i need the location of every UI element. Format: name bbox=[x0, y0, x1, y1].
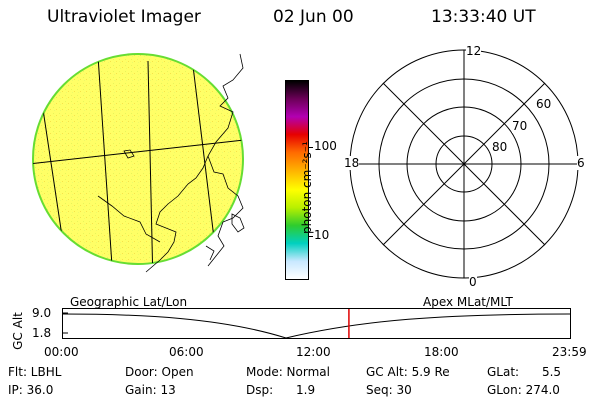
mlt-label-6: 6 bbox=[577, 156, 585, 170]
colorbar-tick-100 bbox=[308, 147, 313, 148]
door-info: Door: Open bbox=[125, 365, 194, 379]
timeline-xtick-3: 18:00 bbox=[424, 345, 459, 359]
colorbar bbox=[285, 80, 309, 280]
timeline-xtick-4: 23:59 bbox=[552, 345, 587, 359]
polar-mlat-mlt-plot bbox=[349, 49, 579, 279]
dsp-info: Dsp: 1.9 bbox=[246, 383, 316, 397]
uv-earth-image bbox=[32, 53, 245, 273]
mlt-label-0: 0 bbox=[469, 275, 477, 289]
colorbar-tick-label-100: 100 bbox=[314, 139, 337, 153]
timeline-ytick-high: 9.0 bbox=[32, 306, 52, 320]
instrument-title: Ultraviolet Imager bbox=[47, 7, 201, 27]
ip-info: IP: 36.0 bbox=[8, 383, 54, 397]
colorbar-tick-label-10: 10 bbox=[314, 228, 330, 242]
glon-info: GLon: 274.0 bbox=[487, 383, 560, 397]
timeline-frame bbox=[62, 308, 571, 339]
timeline-xtick-1: 06:00 bbox=[169, 345, 204, 359]
seq-info: Seq: 30 bbox=[366, 383, 412, 397]
timeline-xtick-0: 00:00 bbox=[44, 345, 79, 359]
timeline-left-title: Geographic Lat/Lon bbox=[70, 295, 188, 309]
mode-info: Mode: Normal bbox=[246, 365, 330, 379]
coastline bbox=[97, 53, 245, 273]
earth-disk bbox=[32, 53, 244, 265]
time-label: 13:33:40 UT bbox=[431, 7, 536, 27]
glat-info: GLat: 5.5 bbox=[487, 365, 562, 379]
mlat-label-60: 60 bbox=[536, 97, 552, 111]
timeline-xtick-2: 12:00 bbox=[296, 345, 331, 359]
colorbar-unit-label: photon cm⁻²s⁻¹ bbox=[300, 141, 314, 234]
timeline-right-title: Apex MLat/MLT bbox=[423, 295, 513, 309]
colorbar-tick-10 bbox=[308, 236, 313, 237]
date-label: 02 Jun 00 bbox=[273, 7, 354, 27]
timeline-ytick-low: 1.8 bbox=[32, 326, 52, 340]
altitude-curve bbox=[62, 313, 571, 339]
mlt-label-18: 18 bbox=[344, 156, 360, 170]
gain-info: Gain: 13 bbox=[125, 383, 176, 397]
polar-diagonal-2 bbox=[382, 82, 546, 246]
filter-info: Flt: LBHL bbox=[8, 365, 62, 379]
gc-alt-info: GC Alt: 5.9 Re bbox=[366, 365, 450, 379]
timeline-plot bbox=[62, 308, 571, 339]
mlt-label-12: 12 bbox=[466, 44, 482, 58]
timeline-ylabel: GC Alt bbox=[11, 312, 25, 350]
mlat-label-80: 80 bbox=[492, 140, 508, 154]
mlat-label-70: 70 bbox=[512, 119, 528, 133]
colorbar-gradient bbox=[286, 81, 308, 279]
